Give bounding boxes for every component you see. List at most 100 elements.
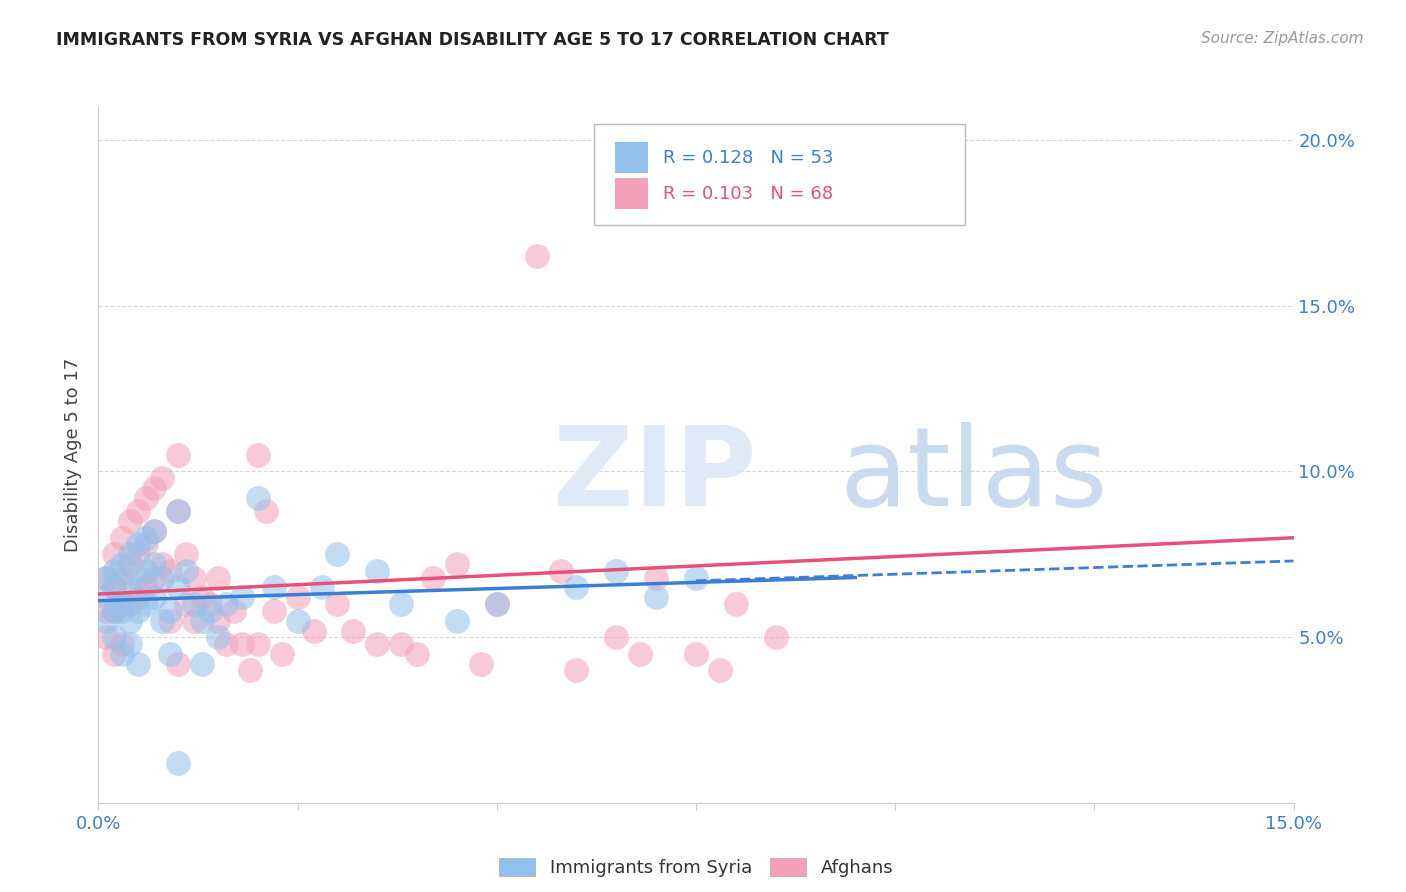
Point xyxy=(167,581,190,595)
Point xyxy=(159,614,181,628)
Text: atlas: atlas xyxy=(839,422,1108,529)
Point xyxy=(150,471,173,485)
Point xyxy=(143,524,166,538)
Text: Source: ZipAtlas.com: Source: ZipAtlas.com xyxy=(1201,31,1364,46)
Point xyxy=(709,663,731,677)
Point xyxy=(565,663,588,677)
Point xyxy=(550,564,572,578)
Point xyxy=(111,604,134,618)
Point xyxy=(207,614,229,628)
Point xyxy=(111,570,134,584)
Point xyxy=(183,570,205,584)
Point xyxy=(111,531,134,545)
Point xyxy=(174,597,197,611)
Point xyxy=(135,597,157,611)
Point xyxy=(127,591,149,605)
Point xyxy=(685,570,707,584)
Point xyxy=(167,504,190,518)
Point xyxy=(96,591,118,605)
Point xyxy=(143,524,166,538)
Point xyxy=(150,614,173,628)
Point xyxy=(103,647,125,661)
Point xyxy=(485,597,508,611)
Point xyxy=(254,504,277,518)
Text: R = 0.103   N = 68: R = 0.103 N = 68 xyxy=(662,185,832,203)
Point xyxy=(287,591,309,605)
Point xyxy=(167,448,190,462)
Point xyxy=(96,570,118,584)
Point xyxy=(127,604,149,618)
Point xyxy=(143,591,166,605)
Point xyxy=(159,647,181,661)
Point xyxy=(246,491,269,505)
Point xyxy=(526,249,548,263)
Point xyxy=(96,604,118,618)
Point xyxy=(422,570,444,584)
Point xyxy=(207,630,229,644)
Point xyxy=(246,448,269,462)
Point xyxy=(645,570,668,584)
Point xyxy=(135,581,157,595)
Point xyxy=(191,591,214,605)
Point xyxy=(111,637,134,651)
Point xyxy=(645,591,668,605)
Point xyxy=(287,614,309,628)
Point xyxy=(143,570,166,584)
Point xyxy=(143,558,166,572)
Point xyxy=(326,597,349,611)
Point xyxy=(366,637,388,651)
Point xyxy=(311,581,333,595)
Point xyxy=(263,604,285,618)
Point xyxy=(231,637,253,651)
Point xyxy=(167,657,190,671)
Point xyxy=(159,604,181,618)
Point xyxy=(406,647,429,661)
Point xyxy=(231,591,253,605)
Point xyxy=(724,597,747,611)
Point xyxy=(135,537,157,551)
Point xyxy=(111,597,134,611)
Point xyxy=(470,657,492,671)
Point xyxy=(685,647,707,661)
Point xyxy=(103,564,125,578)
Point xyxy=(120,614,142,628)
Point xyxy=(127,570,149,584)
Point xyxy=(96,570,118,584)
Point xyxy=(183,597,205,611)
Point xyxy=(239,663,262,677)
Point xyxy=(263,581,285,595)
Point xyxy=(135,531,157,545)
Point xyxy=(389,637,412,651)
Point xyxy=(96,630,118,644)
Point xyxy=(143,481,166,495)
Point xyxy=(191,657,214,671)
Point xyxy=(605,564,627,578)
Point xyxy=(120,547,142,561)
Point xyxy=(485,597,508,611)
Legend: Immigrants from Syria, Afghans: Immigrants from Syria, Afghans xyxy=(492,850,900,884)
Y-axis label: Disability Age 5 to 17: Disability Age 5 to 17 xyxy=(65,358,83,552)
Point xyxy=(222,604,245,618)
Point xyxy=(103,604,125,618)
Point xyxy=(127,537,149,551)
Point xyxy=(103,547,125,561)
FancyBboxPatch shape xyxy=(614,178,648,210)
Point xyxy=(198,597,221,611)
FancyBboxPatch shape xyxy=(614,142,648,173)
Point xyxy=(605,630,627,644)
Point xyxy=(150,558,173,572)
Point xyxy=(167,756,190,770)
Point xyxy=(120,637,142,651)
Point xyxy=(103,581,125,595)
Point xyxy=(111,597,134,611)
Point xyxy=(127,504,149,518)
Point xyxy=(174,564,197,578)
Point xyxy=(342,624,364,638)
Point xyxy=(565,581,588,595)
Text: R = 0.128   N = 53: R = 0.128 N = 53 xyxy=(662,149,832,167)
Point xyxy=(628,647,651,661)
Point xyxy=(127,547,149,561)
Point xyxy=(150,570,173,584)
Point xyxy=(389,597,412,611)
Point xyxy=(96,614,118,628)
